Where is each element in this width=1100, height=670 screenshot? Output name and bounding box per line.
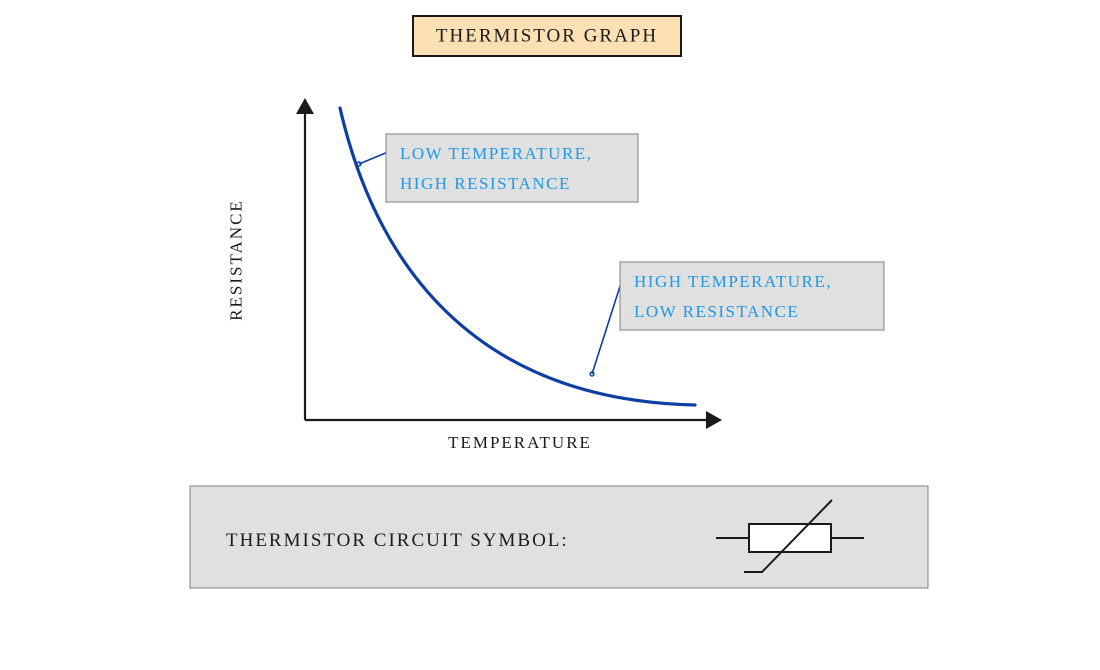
y-axis-label: RESISTANCE (227, 199, 246, 321)
label-high-temp: HIGH TEMPERATURE, LOW RESISTANCE (590, 262, 884, 376)
label-low-temp-line2: HIGH RESISTANCE (400, 174, 571, 193)
label-high-temp-line1: HIGH TEMPERATURE, (634, 272, 832, 291)
footer-box: THERMISTOR CIRCUIT SYMBOL: (190, 486, 928, 588)
x-axis-label: TEMPERATURE (448, 433, 592, 452)
footer-text: THERMISTOR CIRCUIT SYMBOL: (226, 530, 569, 551)
label-high-temp-line2: LOW RESISTANCE (634, 302, 799, 321)
title-text: THERMISTOR GRAPH (436, 26, 658, 47)
title-box: THERMISTOR GRAPH (413, 16, 681, 56)
label-low-temp: LOW TEMPERATURE, HIGH RESISTANCE (357, 134, 638, 202)
label-low-temp-line1: LOW TEMPERATURE, (400, 144, 592, 163)
